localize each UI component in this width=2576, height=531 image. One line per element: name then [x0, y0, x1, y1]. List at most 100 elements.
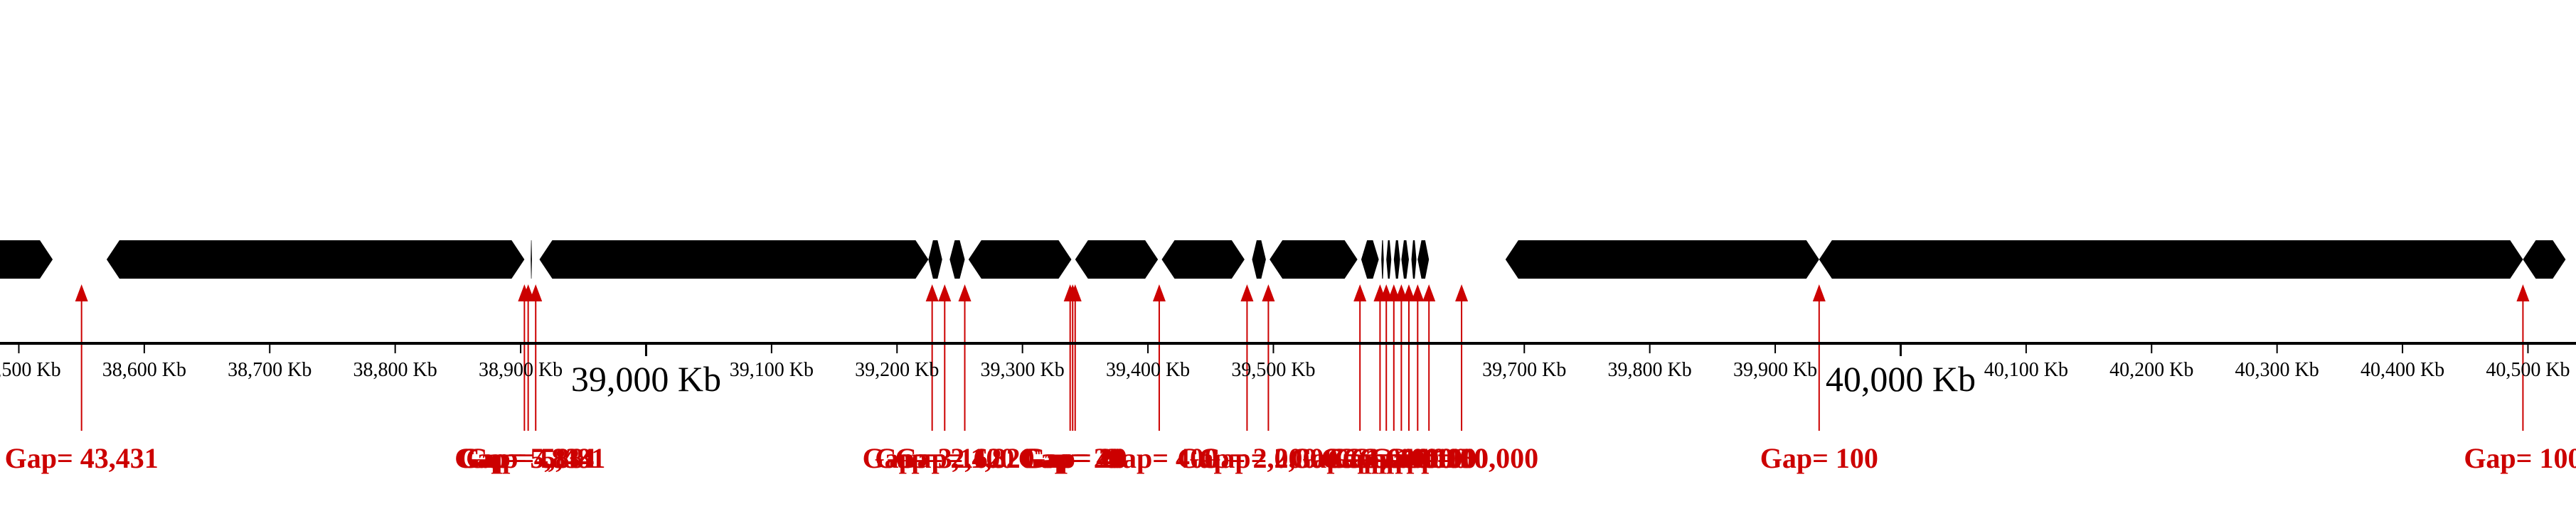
gap-label: Gap= 100	[1335, 442, 1453, 474]
gap-marker: Gap= 20	[1023, 284, 1127, 474]
gap-label: Gap= 3,162	[863, 442, 1002, 474]
axis-tick-label: 39,100 Kb	[730, 359, 814, 381]
gap-marker: Gap= 100	[1370, 284, 1488, 474]
axis-tick-label: 39,900 Kb	[1733, 359, 1817, 381]
gap-marker: Gap= 1,000	[1290, 284, 1430, 474]
contig-segment-11	[1270, 240, 1358, 279]
axis-tick-label: 38,700 Kb	[228, 359, 312, 381]
contig-segment-8	[1075, 240, 1159, 279]
gap-marker: Gap= 2,000	[1198, 284, 1338, 474]
contig-segment-16	[1401, 240, 1409, 279]
axis-tick-label: 39,200 Kb	[855, 359, 939, 381]
gap-arrow-icon	[1353, 284, 1367, 301]
axis-tick-label: 39,500 Kb	[1231, 359, 1315, 381]
gap-label: Gap= 5,481	[466, 442, 605, 474]
axis-tick-label: 39,800 Kb	[1608, 359, 1692, 381]
axis-tick-label: 40,200 Kb	[2109, 359, 2193, 381]
gap-label: Gap= 20	[1018, 442, 1122, 474]
gap-arrow-icon	[938, 284, 952, 301]
gap-label: Gap= 50,000	[1385, 442, 1538, 474]
gap-marker: Gap= 100	[1358, 284, 1476, 474]
contig-segment-20	[1819, 240, 2523, 279]
gap-marker: Gap= 4,881	[459, 284, 598, 474]
contig-segment-15	[1393, 240, 1400, 279]
gap-marker: Gap= 100	[2464, 284, 2576, 474]
gap-arrow-icon	[1262, 284, 1275, 301]
gap-arrow-icon	[1411, 284, 1425, 301]
contig-segment-6	[949, 240, 965, 279]
gap-label: Gap= 5,834	[454, 442, 594, 474]
gap-label: Gap= 4,881	[459, 442, 598, 474]
contig-segment-13	[1381, 240, 1384, 279]
axis-tick-label: 39,300 Kb	[981, 359, 1065, 381]
gap-marker: Gap= 100	[1350, 284, 1468, 474]
gap-label: Gap= 43,431	[5, 442, 159, 474]
gap-arrow-icon	[1152, 284, 1166, 301]
contig-segment-5	[928, 240, 942, 279]
gap-marker: Gap= 5,834	[454, 284, 594, 474]
gap-arrow-icon	[75, 284, 88, 301]
contig-segments	[0, 240, 2566, 279]
gap-label: Gap= 100	[1321, 442, 1439, 474]
contig-segment-14	[1386, 240, 1392, 279]
kb-axis: 38,500 Kb 38,600 Kb 38,700 Kb 38,800 Kb 38,9…	[0, 342, 2576, 399]
contig-segment-12	[1361, 240, 1379, 279]
gap-marker: Gap= 400	[1100, 284, 1218, 474]
gap-label: Gap= 2,000	[1177, 442, 1316, 474]
axis-tick-label: 40,500 Kb	[2486, 359, 2570, 381]
axis-tick-label: 39,700 Kb	[1482, 359, 1566, 381]
gap-label: Gap= 20	[1023, 442, 1127, 474]
gap-label: Gap= 100	[1370, 442, 1488, 474]
gap-arrow-icon	[1455, 284, 1469, 301]
gap-arrow-icon	[958, 284, 972, 301]
gap-marker: Gap= 3,162	[863, 284, 1002, 474]
gap-label: Gap= 2,000	[1198, 442, 1338, 474]
contig-segment-7	[968, 240, 1072, 279]
gap-marker: Gap= 100	[1335, 284, 1453, 474]
gap-label: Gap= 100	[2464, 442, 2576, 474]
gap-label: Gap= 40	[1021, 442, 1124, 474]
gap-marker: Gap= 50,000	[1385, 284, 1538, 474]
gap-label: Gap= 100	[1342, 442, 1460, 474]
axis-tick-label: 38,500 Kb	[0, 359, 61, 381]
gap-label: Gap= 2,400	[875, 442, 1014, 474]
gap-label: Gap= 1,820	[895, 442, 1034, 474]
contig-segment-3	[531, 240, 532, 279]
gap-marker: Gap= 100	[1760, 284, 1878, 474]
gap-arrow-icon	[1240, 284, 1254, 301]
gap-label: Gap= 100	[1760, 442, 1878, 474]
gap-label: Gap= 100	[1350, 442, 1468, 474]
contig-segment-19	[1505, 240, 1819, 279]
gap-arrow-icon	[1068, 284, 1082, 301]
gap-arrow-icon	[529, 284, 543, 301]
axis-major-tick-label: 39,000 Kb	[571, 359, 721, 399]
gap-label: Gap= 100	[1358, 442, 1476, 474]
gap-marker: Gap= 20	[1018, 284, 1122, 474]
contig-segment-17	[1411, 240, 1417, 279]
gap-marker: Gap= 43,431	[5, 284, 159, 474]
contig-segment-9	[1161, 240, 1245, 279]
axis-tick-label: 38,800 Kb	[353, 359, 437, 381]
contig-segment-1	[0, 240, 53, 279]
contig-segment-10	[1252, 240, 1266, 279]
contig-segment-21	[2523, 240, 2566, 279]
contig-segment-4	[539, 240, 929, 279]
gap-arrow-icon	[925, 284, 939, 301]
gap-marker: Gap= 1,820	[895, 284, 1035, 474]
axis-tick-label: 40,100 Kb	[1984, 359, 2068, 381]
axis-tick-label: 38,900 Kb	[479, 359, 563, 381]
axis-major-tick-label: 40,000 Kb	[1826, 359, 1976, 399]
gap-label: Gap= 400	[1100, 442, 1218, 474]
gap-marker: Gap= 100	[1321, 284, 1439, 474]
gap-marker: Gap= 100	[1342, 284, 1460, 474]
axis-tick-label: 40,300 Kb	[2235, 359, 2319, 381]
axis-tick-label: 40,400 Kb	[2361, 359, 2444, 381]
axis-tick-label: 39,400 Kb	[1106, 359, 1190, 381]
gap-marker: Gap= 2,000	[1177, 284, 1316, 474]
gap-label: Gap= 100	[1327, 442, 1445, 474]
contig-segment-2	[106, 240, 525, 279]
axis-tick-label: 38,600 Kb	[102, 359, 186, 381]
gap-arrow-icon	[2516, 284, 2530, 301]
